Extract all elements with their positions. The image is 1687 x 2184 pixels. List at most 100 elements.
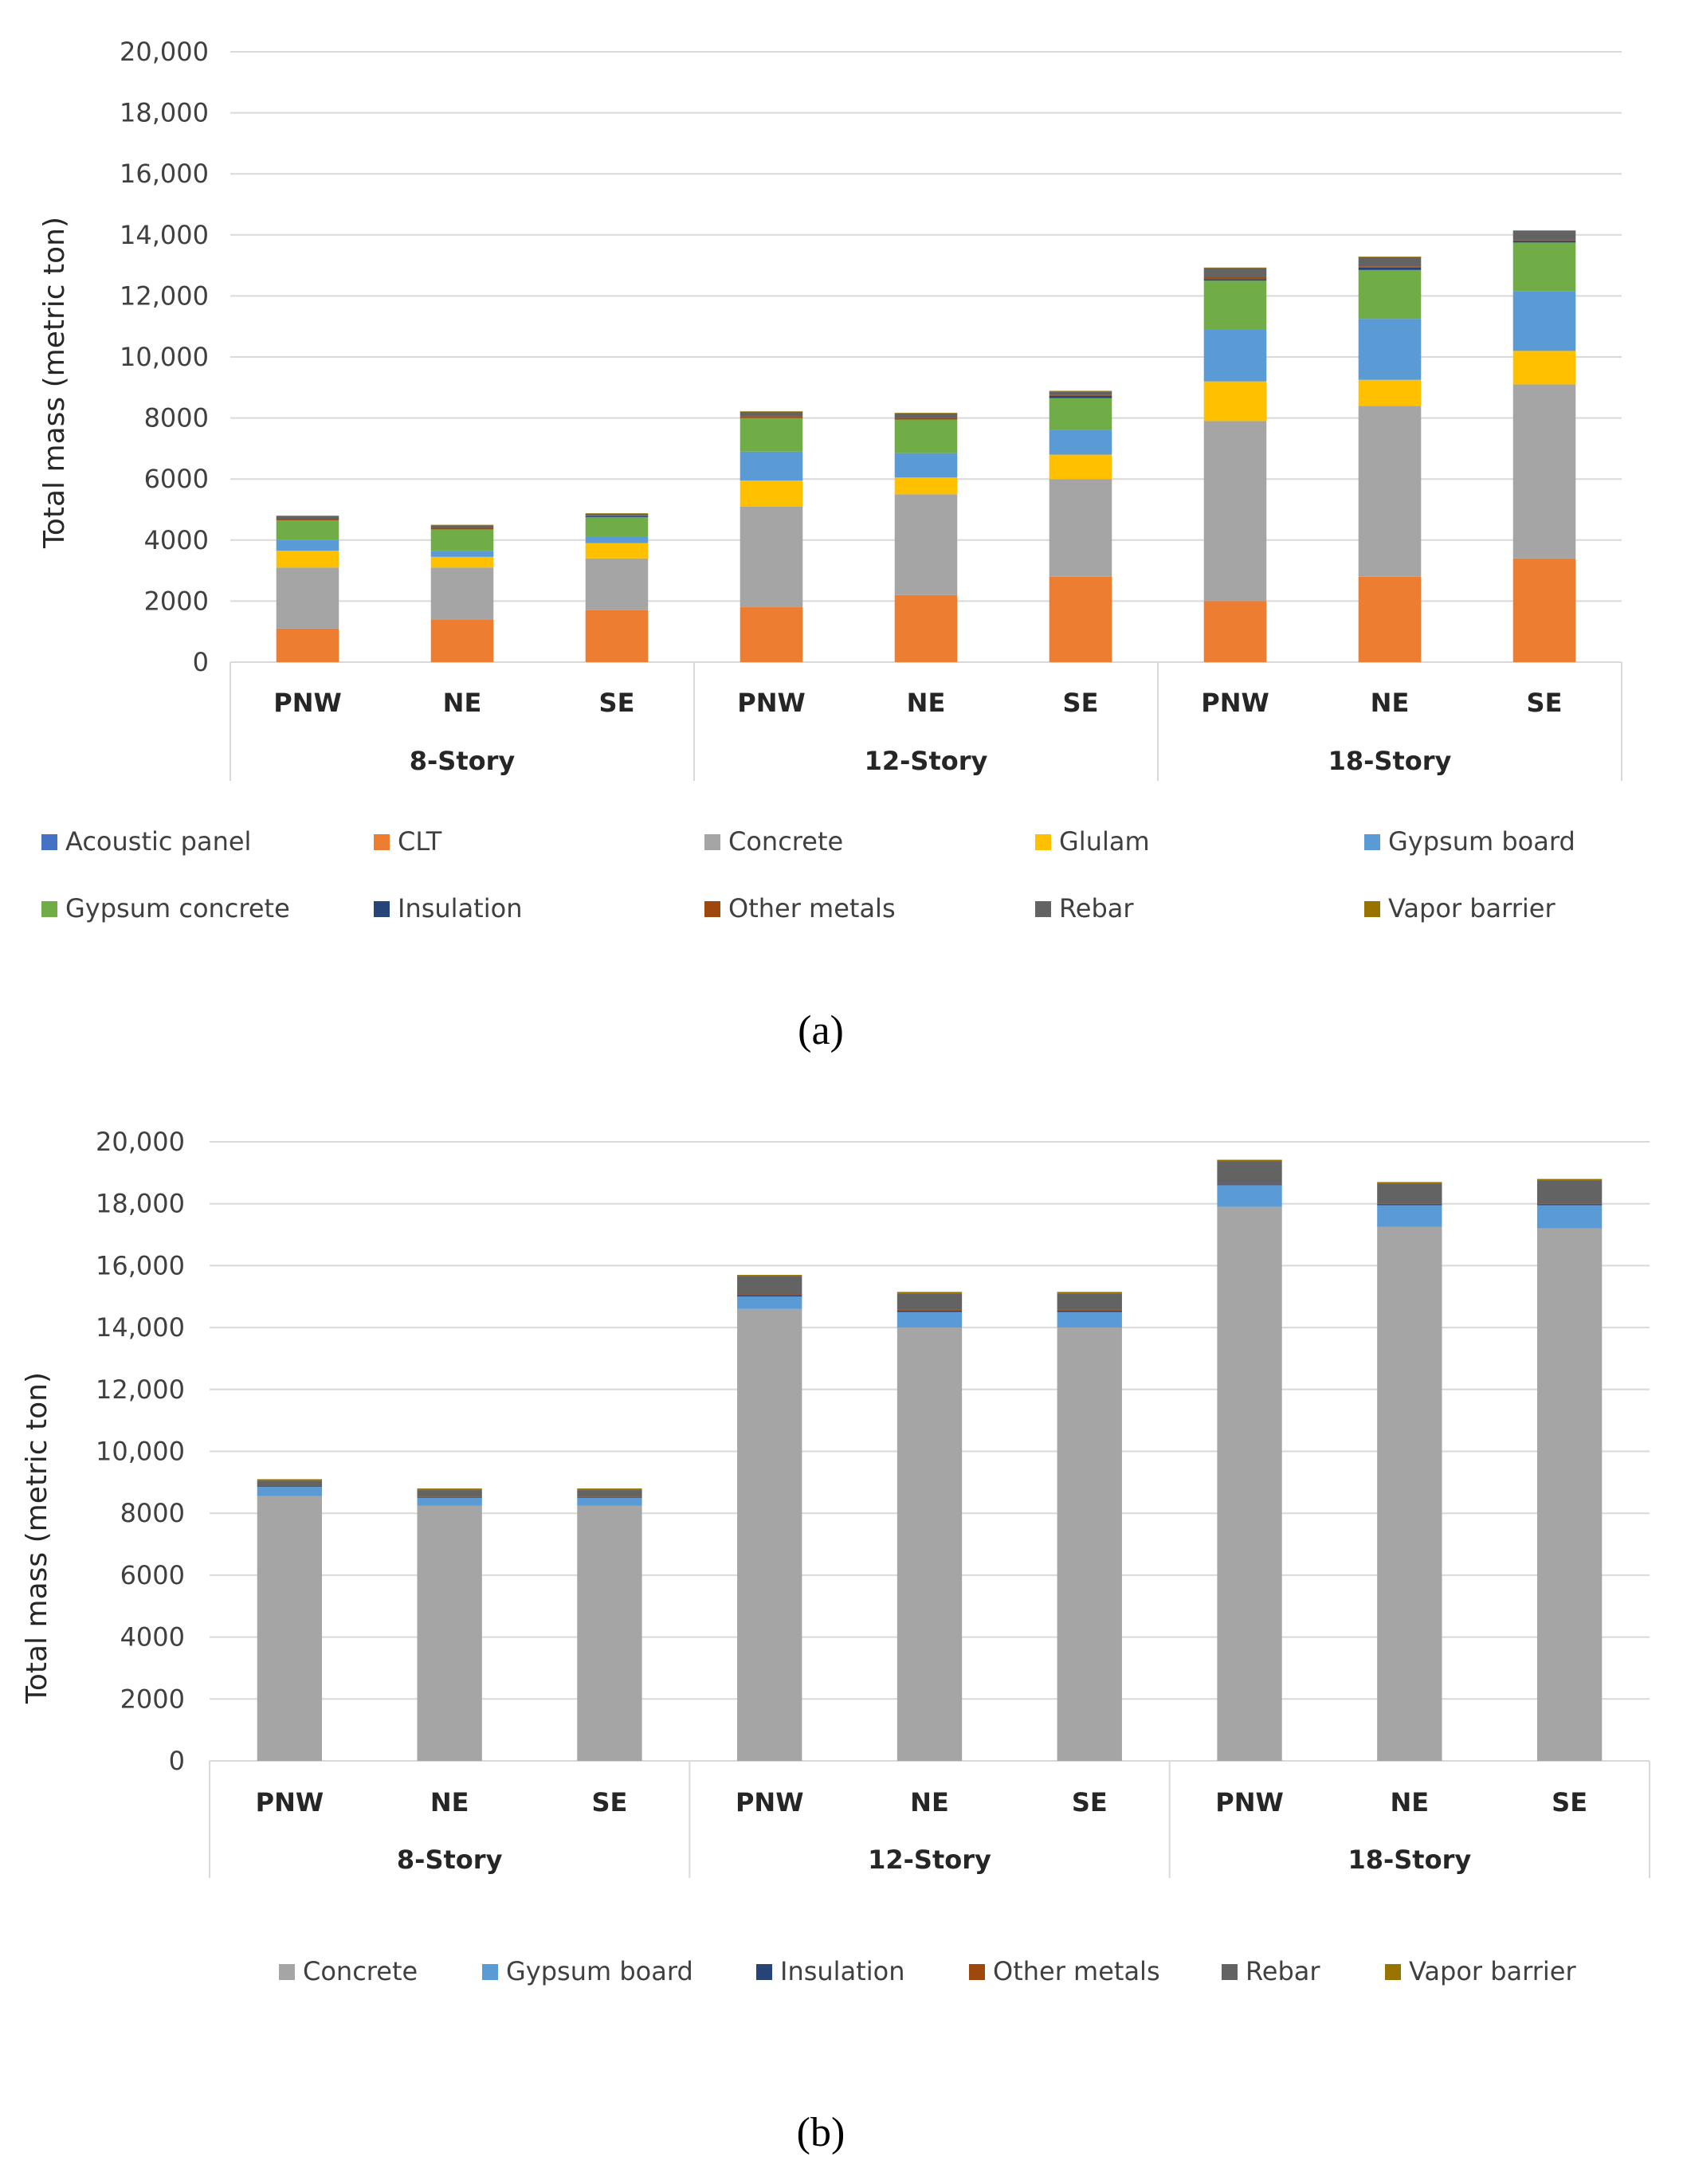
bar-segment-other-metals [1217,1183,1282,1185]
group-label: 12-Story [868,1845,991,1875]
legend-swatch [756,1964,772,1980]
legend-item: Rebar [1035,893,1134,923]
y-tick-label: 16,000 [96,1250,185,1280]
legend-label: Acoustic panel [65,826,251,857]
bar-segment-insulation [1049,395,1112,398]
legend-label: Insulation [398,893,522,923]
bar-segment-gypsum-board [276,539,339,551]
bar-segment-insulation [1536,1204,1603,1206]
category-label: SE [1072,1787,1108,1817]
chart-a: 0 2000 4000 6000 8000 10,000 12,000 14,000 16,00… [38,37,1622,1053]
bar-segment-clt [585,610,649,662]
bar-segment-glulam [430,556,494,568]
y-tick-label: 18,000 [120,98,209,128]
y-tick-label: 6000 [120,1560,185,1590]
legend-label: Gypsum board [1388,826,1575,857]
bar-segment-gypsum-concrete [1049,398,1112,430]
bar-segment-rebar [257,1480,323,1487]
legend-label: Other metals [728,893,896,923]
legend-swatch [482,1964,498,1980]
y-tick-label: 12,000 [96,1374,185,1405]
legend-swatch [279,1964,295,1980]
bar-segment-other-metals [1203,277,1267,280]
y-tick-label: 0 [169,1746,185,1776]
bar-segment-other-metals [1536,1203,1603,1205]
y-tick-label: 8000 [120,1498,185,1528]
bar-segment-gypsum-board [1377,1205,1442,1227]
category-label: SE [591,1787,627,1817]
bar-segment-concrete [1203,421,1267,602]
legend-item: Concrete [279,1956,418,1986]
legend-label: Insulation [780,1956,904,1986]
bar-segment-vapor-barrier [1377,1182,1442,1184]
bar-segment-concrete [737,1308,802,1761]
legend-swatch [1385,1964,1401,1980]
bar-segment-rebar [1536,1180,1603,1204]
bar-segment-rebar [430,525,494,528]
category-label: NE [1391,1787,1430,1817]
bar-segment-insulation [585,516,649,518]
bar-segment-insulation [577,1496,642,1498]
category-label: NE [1371,688,1410,718]
bar-segment-insulation [1203,279,1267,281]
category-label: PNW [256,1787,324,1817]
bar-segment-gypsum-board [577,1497,642,1506]
category-label: SE [1063,688,1099,718]
bar-segment-gypsum-board [1536,1205,1603,1229]
legend-label: Gypsum concrete [65,893,290,923]
bar-segment-gypsum-board [1512,291,1576,351]
category-label: NE [430,1787,469,1817]
legend-item: Insulation [756,1956,904,1986]
y-tick-label: 12,000 [120,280,209,311]
bar-segment-vapor-barrier [417,1488,482,1491]
bar-segment-concrete [740,506,803,608]
y-tick-label: 6000 [144,464,209,494]
bar-segment-concrete [417,1505,482,1761]
bar-segment-insulation [1057,1310,1122,1312]
legend-swatch [1364,834,1380,850]
legend-swatch [41,834,57,850]
bar-segment-gypsum-board [737,1296,802,1309]
bar-segment-insulation [1377,1204,1442,1206]
legend-swatch [1035,834,1051,850]
bar-segment-gypsum-board [585,536,649,543]
category-label: NE [443,688,482,718]
legend-label: Vapor barrier [1388,893,1556,923]
y-tick-label: 2000 [120,1684,185,1714]
bar-segment-gypsum-board [1057,1312,1122,1328]
bar-segment-concrete [1057,1327,1122,1761]
bar-segment-rebar [1203,268,1267,278]
bar-segment-clt [1512,558,1576,662]
bar-segment-concrete [1358,406,1422,577]
bar-segment-concrete [896,1327,963,1761]
bar-segment-rebar [1057,1293,1122,1310]
bar-segment-gypsum-board [257,1487,323,1496]
bar-segment-vapor-barrier [1217,1159,1282,1162]
bar-segment-rebar [1217,1161,1282,1184]
legend-item: Rebar [1222,1956,1320,1986]
bar-segment-vapor-barrier [577,1488,642,1491]
bar-segment-gypsum-board [1358,319,1422,380]
legend-item: Insulation [374,893,522,923]
bar-segment-glulam [740,480,803,507]
category-label: SE [1552,1787,1587,1817]
bar-segment-rebar [1377,1183,1442,1204]
bar-segment-gypsum-concrete [740,418,803,452]
bar-segment-vapor-barrier [1512,230,1576,231]
legend-label: Concrete [303,1956,418,1986]
bar-segment-vapor-barrier [257,1479,323,1481]
bar-segment-other-metals [1377,1203,1442,1205]
y-tick-label: 14,000 [120,220,209,250]
bar-segment-concrete [430,567,494,620]
bar-segment-gypsum-concrete [894,419,958,453]
bar-segment-rebar [740,411,803,417]
bar-segment-concrete [585,558,649,610]
y-tick-label: 8000 [144,403,209,433]
bar-segment-concrete [1512,384,1576,559]
bar-segment-gypsum-board [430,551,494,557]
bar-segment-clt [276,628,339,662]
legend-swatch [374,901,390,917]
bar-segment-gypsum-concrete [430,529,494,551]
y-tick-label: 20,000 [120,37,209,67]
